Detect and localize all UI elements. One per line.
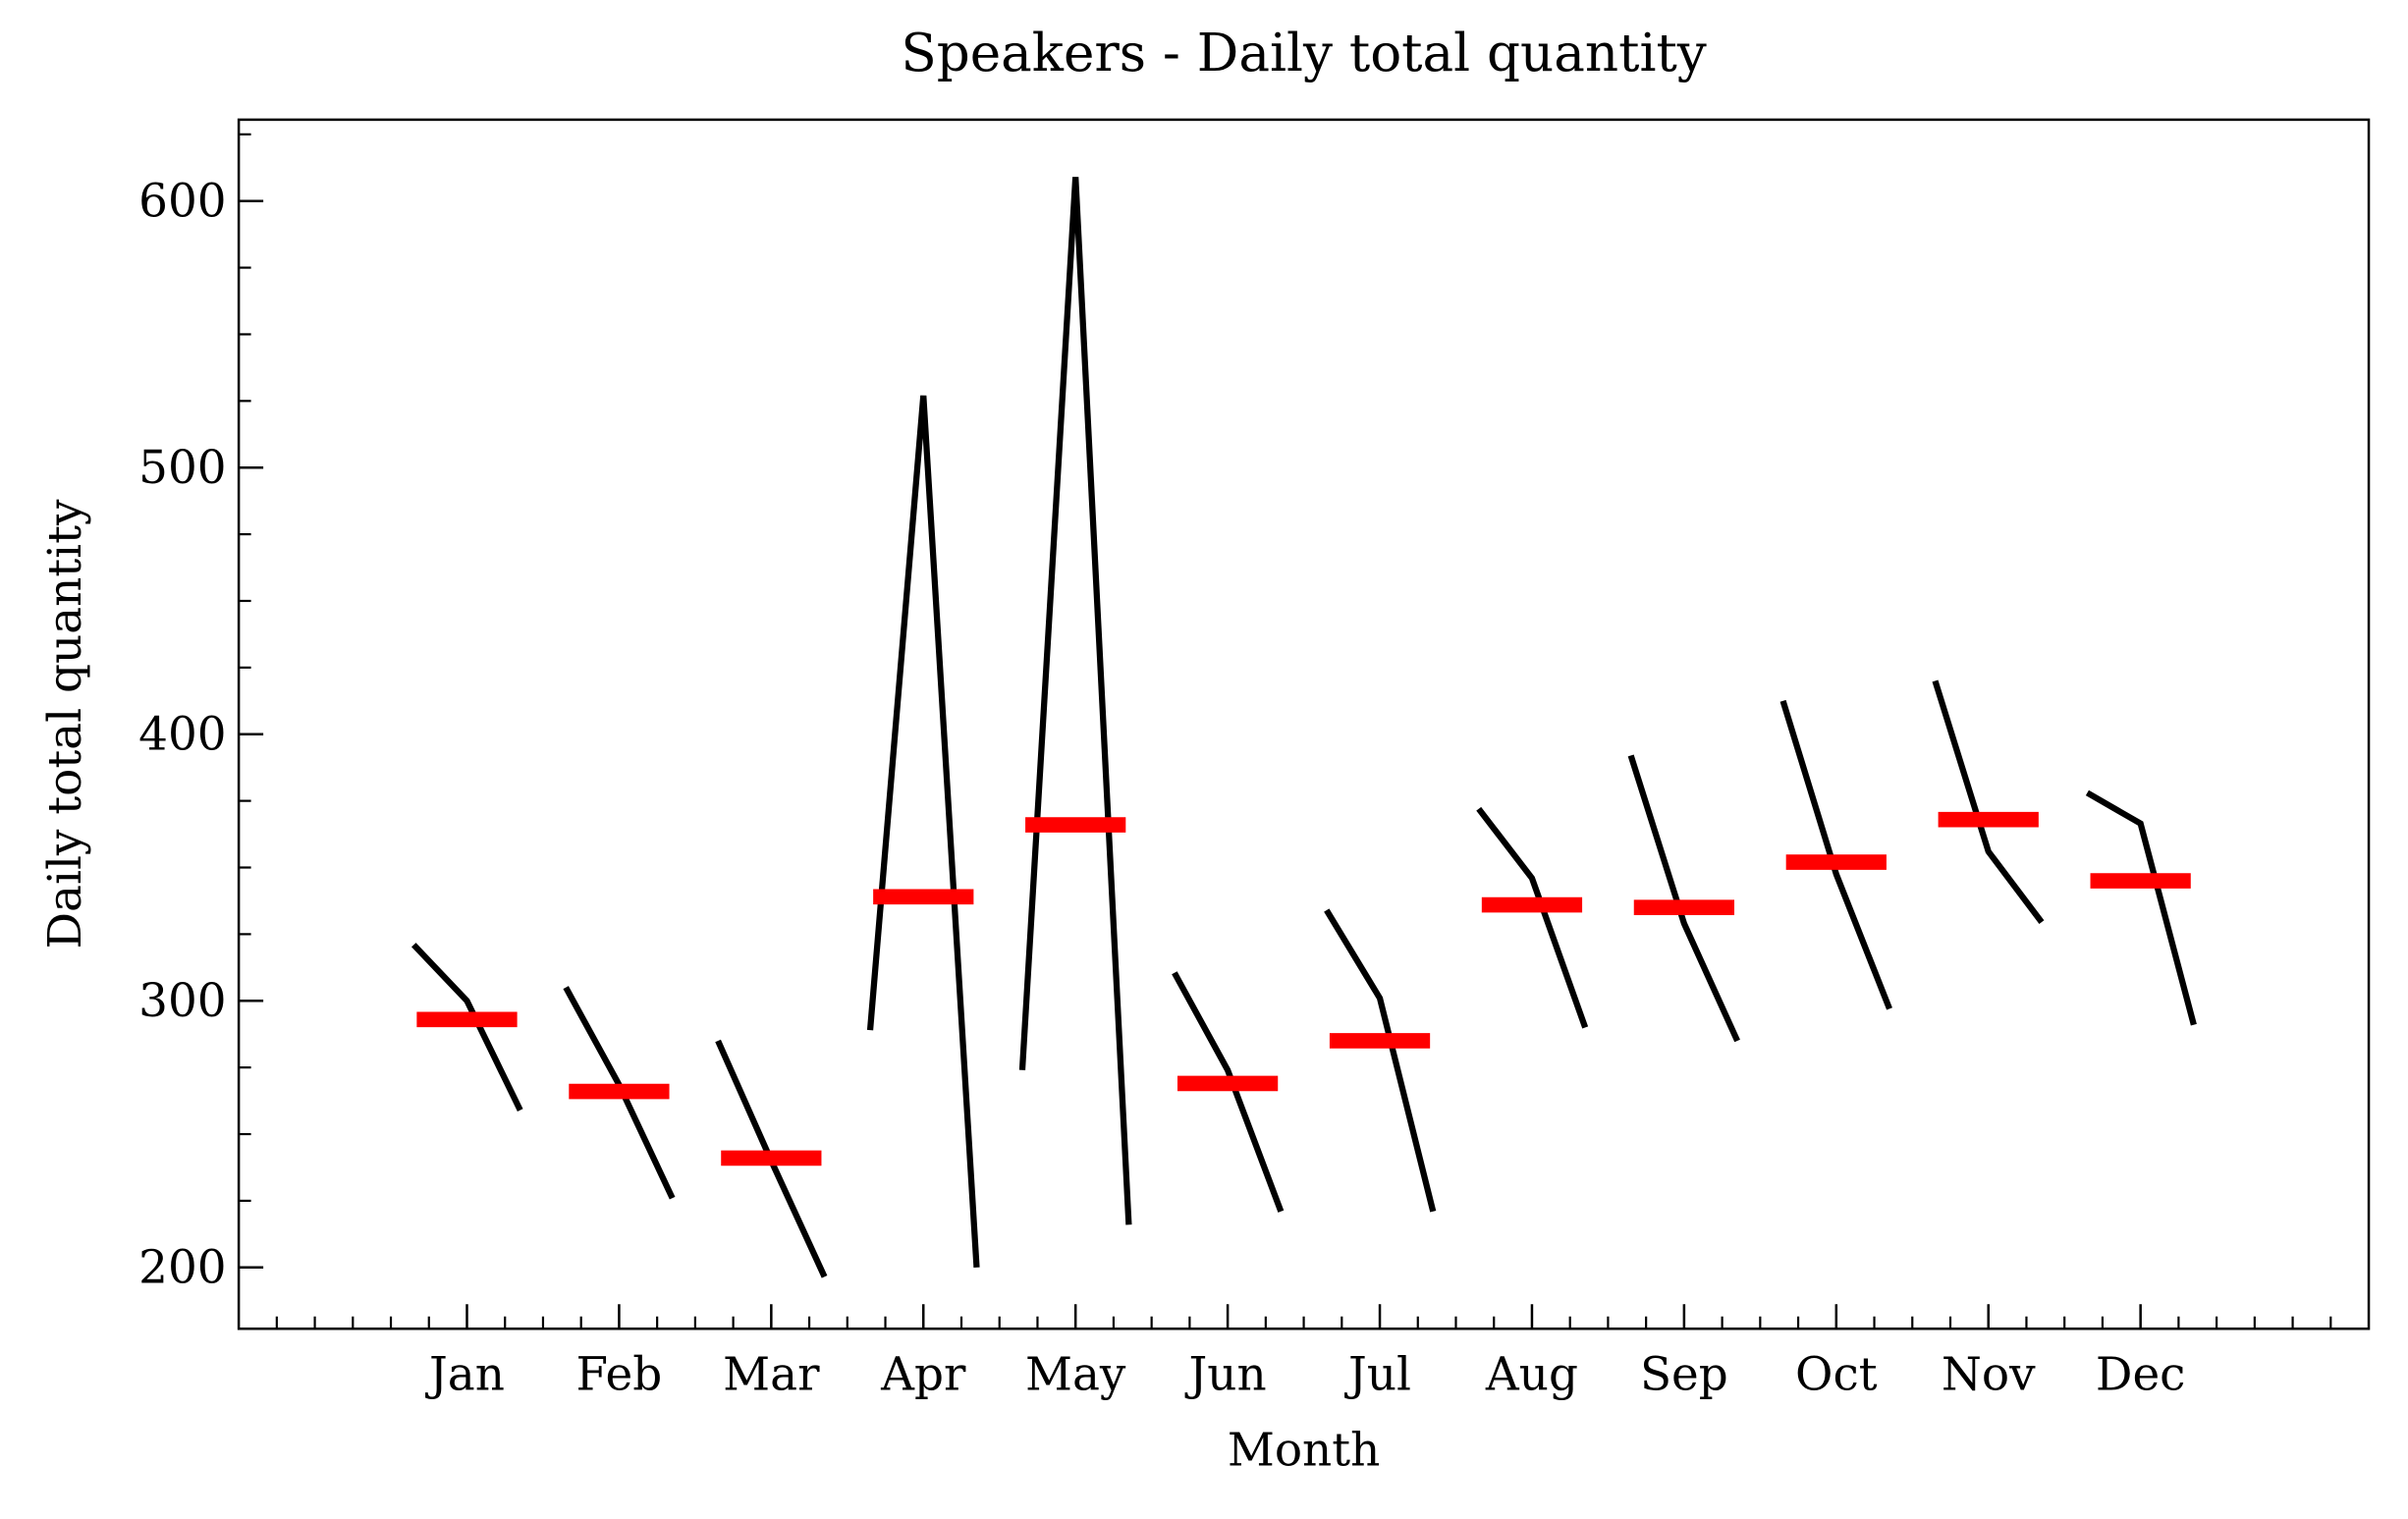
month-line <box>1627 754 1740 1043</box>
x-tick-label: Dec <box>2096 1348 2186 1402</box>
y-tick-label: 600 <box>138 174 226 228</box>
month-line <box>411 943 523 1112</box>
chart-title: Speakers - Daily total quantity <box>901 23 1706 83</box>
month-line <box>866 395 980 1268</box>
y-tick-label: 300 <box>138 974 226 1028</box>
x-tick-label: Feb <box>576 1348 663 1402</box>
month-line <box>1018 177 1132 1225</box>
month-line <box>1476 806 1589 1029</box>
y-tick-label: 200 <box>138 1240 226 1294</box>
month-line <box>1324 908 1437 1213</box>
month-line <box>2085 789 2197 1026</box>
y-tick-label: 500 <box>138 441 226 495</box>
x-tick-label: Aug <box>1485 1348 1578 1402</box>
x-tick-label: Apr <box>880 1348 966 1402</box>
x-tick-label: Jan <box>425 1348 505 1402</box>
plot-frame <box>237 118 2371 1330</box>
x-axis-label: Month <box>1228 1423 1380 1477</box>
x-tick-label: Sep <box>1640 1348 1728 1402</box>
month-line <box>1932 679 2045 925</box>
x-tick-label: Jun <box>1185 1348 1267 1402</box>
month-line <box>1779 699 1892 1010</box>
x-tick-label: May <box>1025 1348 1126 1402</box>
y-tick-label: 400 <box>138 707 226 761</box>
x-tick-label: Nov <box>1942 1348 2036 1402</box>
y-axis-label: Daily total quantity <box>38 499 92 949</box>
month-line <box>1172 971 1285 1213</box>
x-tick-label: Jul <box>1344 1348 1411 1402</box>
x-tick-label: Oct <box>1795 1348 1878 1402</box>
x-tick-label: Mar <box>723 1348 820 1402</box>
